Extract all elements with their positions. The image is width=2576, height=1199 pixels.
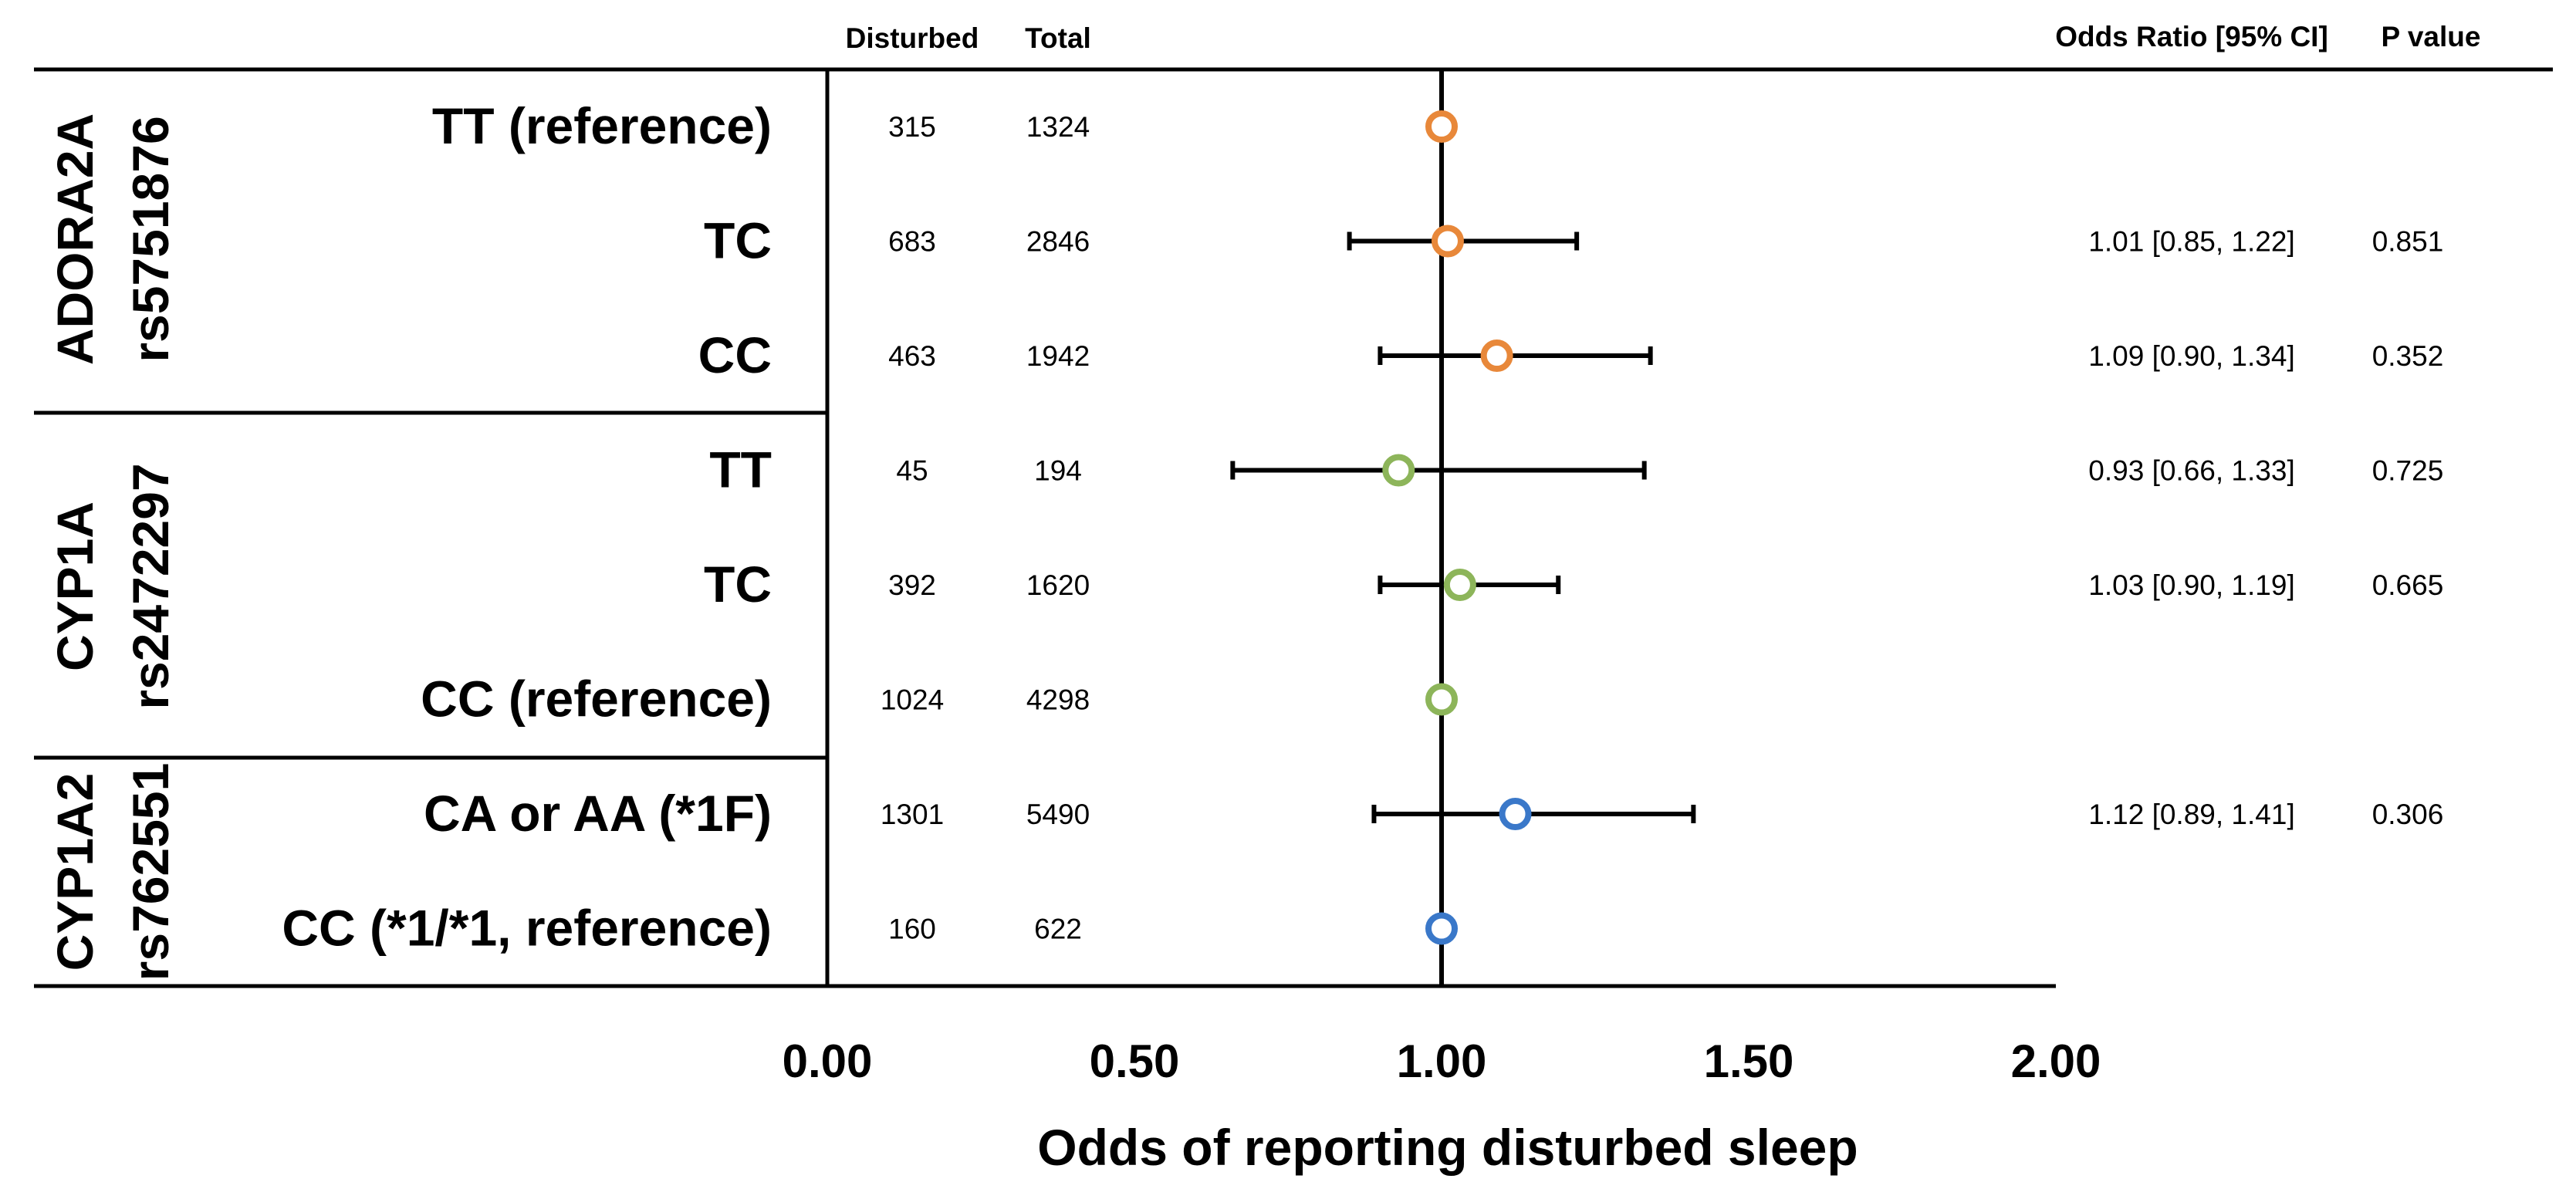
- total-count: 4298: [1026, 684, 1090, 716]
- odds-ratio-point: [1425, 110, 1458, 143]
- x-tick-label: 2.00: [2011, 1035, 2101, 1087]
- odds-ratio-point: [1382, 454, 1415, 487]
- genotype-label: CC (*1/*1, reference): [282, 900, 772, 957]
- gene-label-adora2a: ADORA2A: [46, 113, 103, 365]
- snp-label-rs762551: rs762551: [122, 763, 179, 981]
- p-value-text: 0.725: [2372, 455, 2444, 487]
- odds-ratio-point: [1431, 225, 1464, 258]
- genotype-label: CA or AA (*1F): [424, 785, 772, 842]
- total-count: 622: [1034, 914, 1082, 945]
- genotype-label: CC (reference): [421, 670, 772, 728]
- disturbed-count: 160: [888, 914, 936, 945]
- genotype-label: TC: [704, 556, 772, 613]
- total-count: 5490: [1026, 799, 1090, 830]
- p-value-text: 0.851: [2372, 226, 2444, 258]
- disturbed-count: 683: [888, 226, 936, 258]
- genotype-label: TC: [704, 212, 772, 269]
- x-tick-label: 0.50: [1090, 1035, 1180, 1087]
- p-value-text: 0.352: [2372, 340, 2444, 372]
- genotype-label: TT: [709, 441, 772, 498]
- header-p-value: P value: [2382, 21, 2481, 52]
- odds-ratio-ci-text: 1.01 [0.85, 1.22]: [2088, 226, 2294, 258]
- disturbed-count: 1301: [881, 799, 944, 830]
- odds-ratio-point: [1443, 569, 1476, 601]
- disturbed-count: 315: [888, 111, 936, 143]
- disturbed-count: 45: [896, 455, 928, 487]
- odds-ratio-ci-text: 1.03 [0.90, 1.19]: [2088, 569, 2294, 601]
- odds-ratio-point: [1425, 683, 1458, 716]
- p-value-text: 0.306: [2372, 799, 2444, 830]
- genotype-label: TT (reference): [432, 97, 772, 154]
- total-count: 1324: [1026, 111, 1090, 143]
- p-value-text: 0.665: [2372, 569, 2444, 601]
- snp-label-rs2472297: rs2472297: [122, 463, 179, 709]
- disturbed-count: 463: [888, 340, 936, 372]
- disturbed-count: 1024: [881, 684, 944, 716]
- header-odds-ratio: Odds Ratio [95% CI]: [2055, 21, 2328, 52]
- snp-label-rs5751876: rs5751876: [122, 116, 179, 362]
- total-count: 1620: [1026, 569, 1090, 601]
- header-disturbed: Disturbed: [846, 22, 979, 54]
- genotype-label: CC: [698, 326, 772, 383]
- gene-label-cyp1a: CYP1A: [46, 502, 103, 671]
- header-total: Total: [1025, 22, 1091, 54]
- odds-ratio-ci-text: 1.12 [0.89, 1.41]: [2088, 799, 2294, 830]
- odds-ratio-ci-text: 0.93 [0.66, 1.33]: [2088, 455, 2294, 487]
- chart-marks: TT (reference) 315 1324 TC 683 2846 1.01 [0.85…: [282, 69, 2443, 1087]
- x-tick-label: 1.50: [1704, 1035, 1794, 1087]
- odds-ratio-ci-text: 1.09 [0.90, 1.34]: [2088, 340, 2294, 372]
- x-tick-label: 0.00: [783, 1035, 873, 1087]
- gene-label-cyp1a2: CYP1A2: [46, 773, 103, 971]
- x-tick-label: 1.00: [1397, 1035, 1487, 1087]
- total-count: 194: [1034, 455, 1082, 487]
- total-count: 1942: [1026, 340, 1090, 372]
- odds-ratio-point: [1499, 798, 1532, 830]
- x-axis-title: Odds of reporting disturbed sleep: [1037, 1119, 1858, 1176]
- odds-ratio-point: [1425, 912, 1458, 945]
- total-count: 2846: [1026, 226, 1090, 258]
- odds-ratio-point: [1480, 339, 1513, 372]
- disturbed-count: 392: [888, 569, 936, 601]
